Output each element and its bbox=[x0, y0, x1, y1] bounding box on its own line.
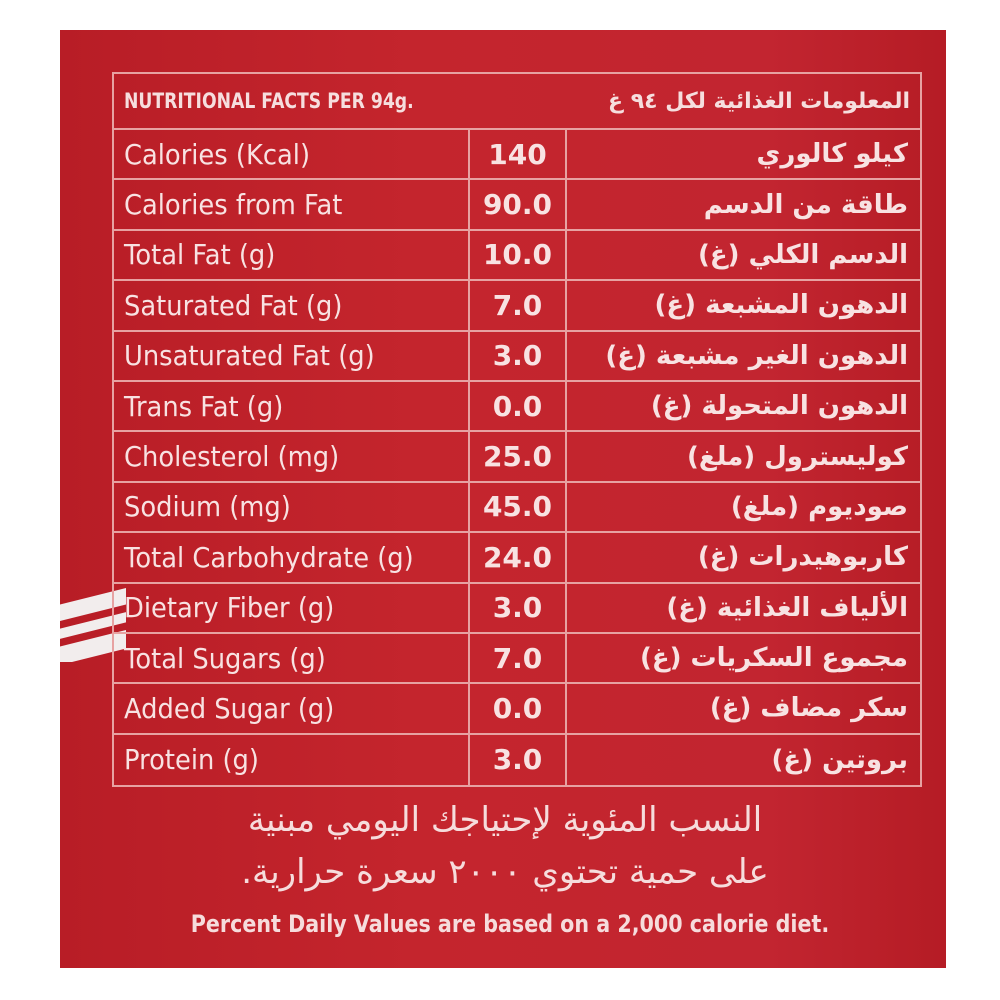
table-row: Saturated Fat (g) 7.0 الدهون المشبعة (غ) bbox=[114, 281, 920, 332]
nutrient-name-arabic: صوديوم (ملغ) bbox=[730, 491, 908, 522]
nutrient-value: 24.0 bbox=[470, 533, 567, 582]
table-row: Total Fat (g) 10.0 الدسم الكلي (غ) bbox=[114, 230, 920, 282]
table-row: Total Sugars (g) 7.0 مجموع السكريات (غ) bbox=[114, 633, 920, 685]
nutrient-name: Total Sugars (g) bbox=[114, 633, 470, 683]
table-row: Unsaturated Fat (g) 3.0 الدهون الغير مشب… bbox=[114, 331, 920, 382]
nutrient-value: 7.0 bbox=[470, 633, 567, 683]
nutrient-value: 25.0 bbox=[470, 432, 567, 481]
nutrition-table: NUTRITIONAL FACTS PER 94g. المعلومات الغ… bbox=[112, 72, 922, 788]
nutrient-name-arabic: كوليسترول (ملغ) bbox=[686, 441, 908, 472]
nutrient-name-text: Unsaturated Fat (g) bbox=[124, 339, 375, 373]
footer-english: Percent Daily Values are based on a 2,00… bbox=[190, 910, 830, 938]
nutrient-name: Calories from Fat bbox=[114, 180, 470, 229]
nutrient-value: 10.0 bbox=[470, 230, 567, 280]
nutrient-name-text: Trans Fat (g) bbox=[124, 389, 284, 423]
nutrient-name: Trans Fat (g) bbox=[114, 381, 470, 431]
nutrient-name-text: Added Sugar (g) bbox=[124, 691, 335, 725]
table-row: Dietary Fiber (g) 3.0 الألياف الغذائية (… bbox=[114, 583, 920, 634]
nutrient-value: 3.0 bbox=[470, 583, 567, 632]
nutrient-name-arabic: طاقة من الدسم bbox=[703, 189, 908, 220]
nutrient-name-arabic: الألياف الغذائية (غ) bbox=[666, 592, 908, 623]
table-row: Calories from Fat 90.0 طاقة من الدسم bbox=[114, 180, 920, 231]
nutrient-value: 3.0 bbox=[470, 734, 567, 786]
nutrient-value: 3.0 bbox=[470, 331, 567, 380]
nutrient-name: Total Carbohydrate (g) bbox=[114, 533, 470, 582]
nutrient-name-arabic: الدهون المتحولة (غ) bbox=[650, 391, 908, 422]
table-row: Sodium (mg) 45.0 صوديوم (ملغ) bbox=[114, 482, 920, 534]
nutrient-name: Protein (g) bbox=[114, 734, 470, 786]
nutrient-name: Total Fat (g) bbox=[114, 230, 470, 280]
nutrient-name-arabic: كاربوهيدرات (غ) bbox=[697, 542, 908, 573]
nutrient-name-text: Dietary Fiber (g) bbox=[124, 591, 335, 625]
table-row: Calories (Kcal) 140 كيلو كالوري bbox=[114, 130, 920, 181]
table-row: Cholesterol (mg) 25.0 كوليسترول (ملغ) bbox=[114, 432, 920, 483]
nutrient-value: 7.0 bbox=[470, 281, 567, 330]
nutrient-name-text: Protein (g) bbox=[124, 743, 259, 777]
table-row: Added Sugar (g) 0.0 سكر مضاف (غ) bbox=[114, 684, 920, 735]
nutrient-name: Added Sugar (g) bbox=[114, 684, 470, 733]
nutrient-name-text: Calories from Fat bbox=[124, 188, 343, 222]
nutrient-name-text: Cholesterol (mg) bbox=[124, 440, 340, 474]
nutrient-name: Saturated Fat (g) bbox=[114, 281, 470, 330]
label-background bbox=[60, 30, 946, 968]
nutrient-name: Calories (Kcal) bbox=[114, 130, 470, 179]
nutrient-name-text: Total Sugars (g) bbox=[124, 641, 326, 675]
nutrient-name-text: Calories (Kcal) bbox=[124, 137, 310, 171]
nutrient-name: Unsaturated Fat (g) bbox=[114, 331, 470, 380]
nutrient-name-arabic: بروتين (غ) bbox=[771, 744, 908, 775]
nutrient-value: 90.0 bbox=[470, 180, 567, 229]
nutrient-name-arabic: الدهون المشبعة (غ) bbox=[654, 290, 908, 321]
nutrient-name-arabic: سكر مضاف (غ) bbox=[709, 693, 908, 724]
header-english: NUTRITIONAL FACTS PER 94g. bbox=[124, 89, 414, 113]
table-row: Trans Fat (g) 0.0 الدهون المتحولة (غ) bbox=[114, 381, 920, 433]
nutrient-name-text: Total Carbohydrate (g) bbox=[124, 540, 414, 574]
nutrient-name: Dietary Fiber (g) bbox=[114, 583, 470, 632]
nutrient-name-arabic: كيلو كالوري bbox=[756, 139, 908, 170]
nutrient-value: 45.0 bbox=[470, 482, 567, 532]
nutrient-name-text: Sodium (mg) bbox=[124, 490, 291, 524]
nutrient-name-text: Total Fat (g) bbox=[124, 238, 276, 272]
footer-arabic-line2: على حمية تحتوي ٢٠٠٠ سعرة حرارية. bbox=[241, 852, 769, 892]
nutrient-name-arabic: الدهون الغير مشبعة (غ) bbox=[605, 340, 908, 371]
table-header: NUTRITIONAL FACTS PER 94g. المعلومات الغ… bbox=[114, 74, 920, 130]
nutrient-value: 140 bbox=[470, 130, 567, 179]
table-row: Total Carbohydrate (g) 24.0 كاربوهيدرات … bbox=[114, 533, 920, 584]
nutrient-value: 0.0 bbox=[470, 684, 567, 733]
nutrient-name: Sodium (mg) bbox=[114, 482, 470, 532]
nutrient-value: 0.0 bbox=[470, 381, 567, 431]
footer-arabic-line1: النسب المئوية لإحتياجك اليومي مبنية bbox=[247, 800, 763, 840]
nutrient-name-text: Saturated Fat (g) bbox=[124, 288, 343, 322]
nutrient-name-arabic: مجموع السكريات (غ) bbox=[639, 643, 908, 674]
table-row: Protein (g) 3.0 بروتين (غ) bbox=[114, 734, 920, 786]
nutrient-name-arabic: الدسم الكلي (غ) bbox=[698, 239, 908, 270]
header-arabic: المعلومات الغذائية لكل ٩٤ غ bbox=[608, 88, 910, 114]
nutrient-name: Cholesterol (mg) bbox=[114, 432, 470, 481]
